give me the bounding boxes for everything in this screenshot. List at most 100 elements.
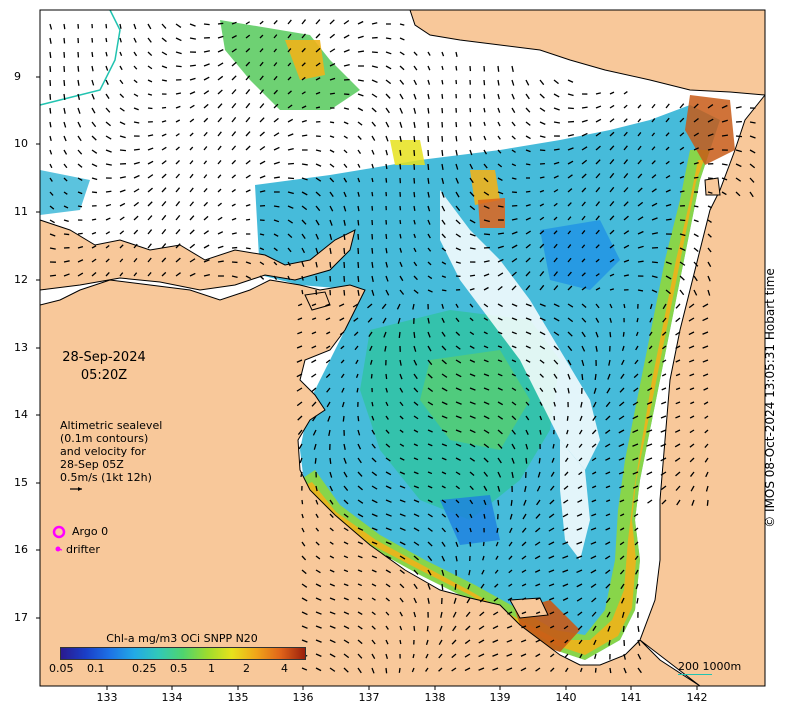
velocity-arrow bbox=[357, 653, 363, 659]
velocity-arrow bbox=[413, 205, 416, 211]
velocity-arrow bbox=[469, 415, 476, 419]
velocity-arrow bbox=[427, 429, 433, 433]
velocity-arrow bbox=[483, 303, 489, 308]
colorbar-title: Chl-a mg/m3 OCi SNPP N20 bbox=[106, 632, 258, 645]
velocity-arrow bbox=[161, 23, 167, 29]
velocity-arrow bbox=[497, 415, 504, 420]
velocity-arrow bbox=[539, 135, 546, 139]
velocity-arrow bbox=[688, 317, 695, 322]
velocity-arrow bbox=[469, 233, 476, 237]
velocity-arrow bbox=[702, 317, 709, 322]
velocity-arrow bbox=[539, 331, 546, 336]
velocity-arrow bbox=[301, 611, 308, 616]
velocity-arrow bbox=[133, 65, 138, 70]
velocity-arrow bbox=[105, 190, 112, 193]
velocity-arrow bbox=[567, 134, 574, 137]
velocity-arrow bbox=[707, 104, 714, 109]
velocity-arrow bbox=[469, 247, 476, 250]
velocity-arrow bbox=[637, 216, 644, 221]
velocity-arrow bbox=[595, 201, 601, 207]
velocity-arrow bbox=[343, 611, 350, 615]
velocity-arrow bbox=[427, 247, 432, 252]
velocity-arrow bbox=[371, 247, 374, 254]
velocity-arrow bbox=[105, 79, 109, 85]
velocity-arrow bbox=[273, 146, 280, 151]
velocity-arrow bbox=[399, 541, 406, 546]
velocity-arrow bbox=[637, 653, 642, 660]
velocity-arrow bbox=[567, 244, 572, 249]
velocity-arrow bbox=[427, 359, 433, 366]
velocity-arrow bbox=[483, 273, 490, 277]
velocity-arrow bbox=[329, 233, 333, 240]
velocity-arrow bbox=[511, 373, 516, 377]
velocity-arrow bbox=[623, 653, 626, 660]
velocity-arrow bbox=[343, 597, 349, 601]
colorbar-tick: 0.1 bbox=[87, 662, 105, 675]
velocity-arrow bbox=[497, 286, 503, 291]
velocity-arrow bbox=[315, 106, 321, 109]
velocity-arrow bbox=[371, 401, 374, 407]
velocity-arrow bbox=[301, 163, 308, 166]
velocity-arrow bbox=[605, 597, 611, 604]
velocity-arrow bbox=[520, 667, 527, 672]
velocity-arrow bbox=[662, 317, 667, 323]
velocity-arrow bbox=[581, 173, 587, 179]
velocity-arrow bbox=[535, 527, 541, 533]
velocity-arrow bbox=[203, 90, 210, 95]
velocity-arrow bbox=[521, 625, 527, 629]
velocity-arrow bbox=[357, 541, 363, 545]
velocity-arrow bbox=[581, 345, 586, 352]
velocity-arrow bbox=[581, 272, 586, 277]
velocity-arrow bbox=[520, 653, 527, 657]
velocity-arrow bbox=[567, 345, 573, 352]
velocity-arrow bbox=[565, 443, 569, 448]
velocity-arrow bbox=[609, 288, 615, 291]
velocity-arrow bbox=[105, 51, 108, 57]
velocity-arrow bbox=[651, 174, 657, 179]
velocity-arrow bbox=[217, 260, 224, 263]
velocity-arrow bbox=[621, 359, 625, 366]
velocity-arrow bbox=[217, 62, 224, 67]
velocity-arrow bbox=[287, 104, 293, 109]
velocity-arrow bbox=[399, 387, 404, 393]
velocity-arrow bbox=[357, 35, 364, 39]
velocity-arrow bbox=[399, 499, 406, 503]
velocity-arrow bbox=[91, 258, 97, 263]
velocity-arrow bbox=[301, 499, 304, 505]
velocity-arrow bbox=[63, 177, 68, 182]
velocity-arrows bbox=[49, 19, 756, 674]
velocity-arrow bbox=[651, 261, 658, 264]
velocity-arrow bbox=[651, 132, 656, 137]
velocity-arrow bbox=[623, 159, 629, 165]
velocity-arrow bbox=[399, 513, 406, 517]
velocity-arrow bbox=[497, 331, 503, 335]
velocity-arrow bbox=[259, 233, 265, 236]
velocity-arrow bbox=[637, 230, 644, 235]
velocity-arrow bbox=[147, 65, 153, 70]
velocity-arrow bbox=[509, 513, 513, 520]
velocity-arrow bbox=[441, 457, 447, 461]
velocity-arrow bbox=[399, 37, 405, 41]
velocity-arrow bbox=[413, 541, 420, 546]
velocity-arrow bbox=[562, 597, 569, 601]
velocity-arrow bbox=[608, 359, 611, 366]
velocity-arrow bbox=[623, 91, 628, 95]
velocity-arrow bbox=[567, 285, 573, 291]
velocity-arrow bbox=[231, 203, 236, 207]
velocity-arrow bbox=[455, 457, 461, 461]
velocity-arrow bbox=[483, 177, 489, 183]
velocity-arrow bbox=[453, 597, 457, 604]
velocity-arrow bbox=[591, 485, 597, 489]
velocity-arrow bbox=[497, 429, 503, 435]
velocity-arrow bbox=[539, 284, 545, 291]
velocity-arrow bbox=[707, 219, 712, 223]
velocity-arrow bbox=[441, 359, 447, 365]
velocity-arrow bbox=[688, 331, 695, 336]
velocity-arrow bbox=[609, 303, 613, 309]
velocity-arrow bbox=[635, 345, 639, 351]
velocity-arrow bbox=[189, 201, 195, 207]
velocity-arrow bbox=[217, 49, 224, 53]
velocity-arrow bbox=[396, 303, 401, 310]
velocity-arrow bbox=[675, 485, 681, 491]
velocity-arrow bbox=[413, 93, 417, 100]
